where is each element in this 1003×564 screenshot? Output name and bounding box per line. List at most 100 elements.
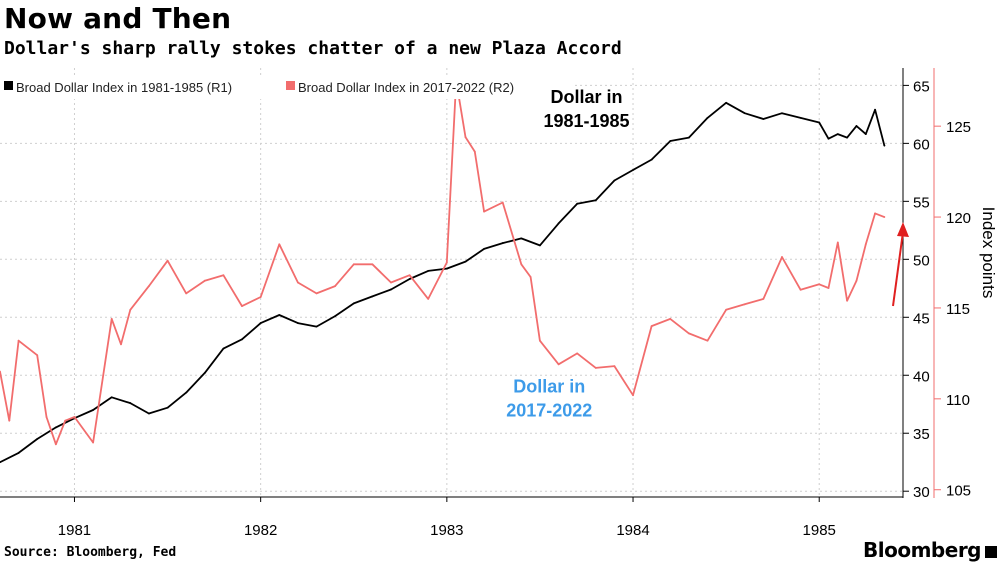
- x-tick-label: 1985: [803, 522, 836, 539]
- y-right-tick-label: 105: [946, 483, 971, 500]
- x-tick-label: 1982: [244, 522, 277, 539]
- data-point: [687, 136, 690, 139]
- legend-swatch: [286, 81, 295, 90]
- y-axis-title: Index points: [979, 207, 998, 299]
- data-point: [334, 315, 337, 318]
- annotation-text: 2017-2022: [506, 401, 592, 421]
- data-point: [445, 267, 448, 270]
- data-point: [762, 297, 765, 300]
- data-point: [864, 133, 867, 135]
- data-point: [594, 367, 597, 369]
- data-point: [473, 150, 476, 153]
- data-point: [110, 396, 113, 399]
- data-point: [762, 118, 765, 120]
- y-left-tick-label: 45: [913, 310, 930, 327]
- series-line-1: [0, 101, 886, 464]
- data-point: [45, 416, 48, 418]
- data-point: [818, 283, 821, 286]
- data-point: [352, 302, 355, 305]
- grid: [0, 68, 903, 497]
- y-left-tick-label: 65: [913, 78, 930, 95]
- axis-ticks: 30 35 40 45 50 55 60 65 1981 1982 1983 1984 1985 105 1…: [0, 68, 998, 539]
- data-point: [166, 406, 169, 409]
- source-note: Source: Bloomberg, Fed: [4, 545, 177, 560]
- data-point: [874, 108, 876, 111]
- data-point: [129, 308, 132, 311]
- data-point: [296, 281, 299, 284]
- data-point: [408, 274, 411, 277]
- y-left-tick-label: 40: [913, 368, 930, 385]
- data-point: [501, 242, 504, 244]
- data-point: [781, 256, 783, 258]
- data-point: [371, 263, 374, 266]
- data-point: [818, 121, 821, 124]
- data-point: [92, 409, 94, 411]
- x-tick-label: 1984: [616, 522, 649, 539]
- data-point: [725, 308, 728, 311]
- y-left-tick-label: 35: [913, 426, 930, 443]
- data-point: [166, 259, 169, 262]
- legend-swatch: [4, 81, 13, 90]
- data-point: [278, 243, 281, 246]
- data-point: [706, 339, 709, 342]
- data-point: [650, 325, 653, 328]
- data-point: [576, 202, 579, 205]
- annotation-text: Dollar in: [513, 377, 585, 397]
- data-point: [846, 136, 849, 139]
- data-point: [520, 263, 523, 266]
- data-point: [148, 412, 150, 415]
- data-point: [36, 438, 39, 440]
- data-point: [613, 179, 616, 182]
- annotations: Dollar in 1981-1985 Dollar in 2017-2022: [506, 87, 909, 421]
- data-point: [390, 288, 392, 291]
- data-point: [427, 270, 430, 272]
- data-point: [371, 295, 374, 298]
- y-right-tick-label: 120: [946, 210, 971, 227]
- data-point: [445, 261, 448, 264]
- data-point: [594, 199, 597, 202]
- data-point: [529, 276, 532, 278]
- data-point: [296, 322, 299, 324]
- data-point: [54, 426, 57, 429]
- data-point: [781, 112, 783, 115]
- annotation-text: 1981-1985: [543, 111, 629, 131]
- rally-arrowhead-icon: [897, 222, 909, 237]
- data-point: [17, 339, 20, 342]
- data-point: [203, 279, 206, 282]
- chart-title: Now and Then: [4, 2, 232, 35]
- data-point: [334, 285, 337, 288]
- data-point: [539, 339, 541, 342]
- data-point: [185, 292, 188, 295]
- data-point: [520, 237, 523, 240]
- data-point: [408, 278, 411, 280]
- data-point: [539, 244, 541, 247]
- data-point: [259, 322, 262, 324]
- series: [0, 79, 886, 464]
- brand-name: Bloomberg: [863, 538, 981, 562]
- data-point: [129, 402, 132, 404]
- data-point: [855, 125, 858, 127]
- data-point: [120, 343, 122, 346]
- data-point: [855, 279, 858, 282]
- data-point: [203, 372, 206, 374]
- data-point: [241, 338, 243, 341]
- data-point: [92, 441, 94, 444]
- data-point: [0, 461, 1, 464]
- data-point: [148, 285, 150, 288]
- chart-subtitle: Dollar's sharp rally stokes chatter of a…: [4, 38, 622, 59]
- data-point: [8, 419, 11, 422]
- data-point: [17, 452, 20, 454]
- data-point: [73, 416, 76, 418]
- legend-label: Broad Dollar Index in 1981-1985 (R1): [16, 80, 232, 95]
- data-point: [706, 116, 709, 119]
- data-point: [0, 370, 1, 373]
- data-point: [846, 299, 849, 302]
- data-point: [632, 394, 634, 397]
- brand-logo: Bloomberg: [863, 538, 997, 562]
- data-point: [36, 354, 39, 357]
- data-point: [464, 136, 467, 138]
- data-point: [64, 419, 67, 422]
- data-point: [827, 287, 830, 289]
- series-line-2: [0, 79, 885, 446]
- data-point: [836, 133, 839, 135]
